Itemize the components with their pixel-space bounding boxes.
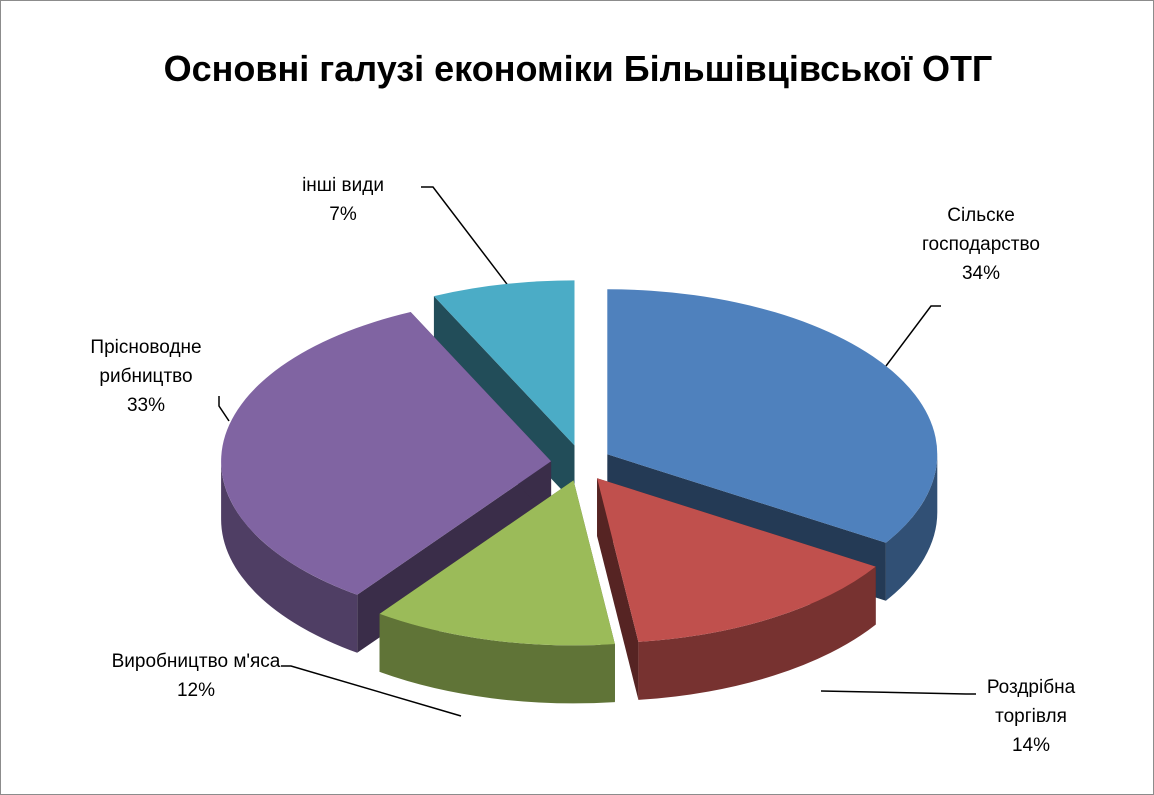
leader-line: [421, 186, 517, 297]
slice: [607, 289, 938, 543]
value-label: 14%: [1011, 735, 1051, 756]
data-label: інші види 7%: [263, 171, 423, 229]
value-label: 7%: [329, 204, 357, 225]
leader-line: [218, 396, 230, 422]
slice-outer-side: [221, 461, 358, 653]
chart-title: Основні галузі економіки Більшівцівської…: [163, 48, 993, 89]
category-label: Прісноводне рибництво: [90, 337, 202, 387]
slice-outer-side: [379, 613, 615, 704]
value-label: 12%: [176, 680, 216, 701]
slice-outer-side: [885, 454, 938, 601]
data-label: Прісноводне рибництво 33%: [51, 333, 241, 420]
category-label: Сільске господарство: [922, 205, 1040, 255]
category-label: інші види: [302, 175, 384, 196]
category-label: Роздрібна торгівля: [986, 677, 1076, 727]
slice-outer-side: [638, 566, 876, 700]
slice-radial-side: [597, 478, 639, 700]
data-label: Виробництво м'яса 12%: [101, 647, 291, 705]
data-label: Сільске господарство 34%: [896, 201, 1066, 288]
data-label: Роздрібна торгівля 14%: [966, 673, 1096, 760]
leader-line: [281, 665, 462, 717]
value-label: 34%: [961, 263, 1001, 284]
slice: [379, 480, 615, 646]
slice: [221, 312, 552, 595]
value-label: 33%: [126, 395, 166, 416]
slice: [597, 478, 876, 642]
leader-line: [885, 305, 941, 367]
slice: [433, 280, 575, 446]
category-label: Виробництво м'яса: [111, 651, 281, 672]
leader-line: [820, 690, 976, 695]
